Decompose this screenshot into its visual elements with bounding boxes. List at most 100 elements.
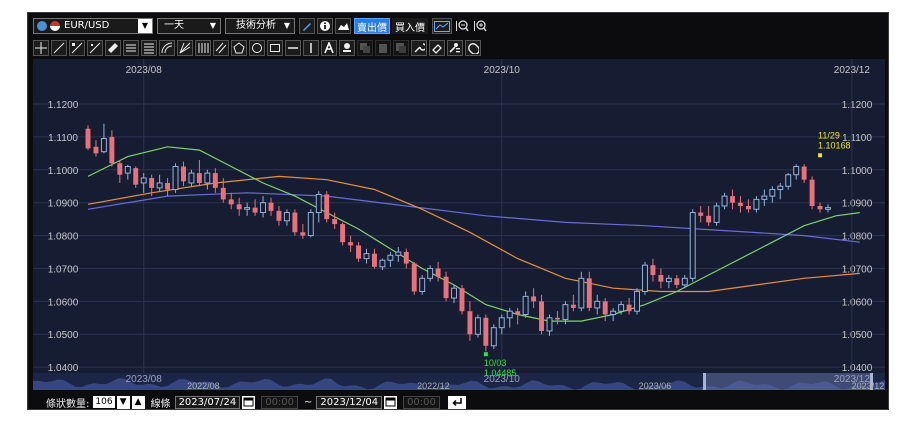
tools-settings-icon[interactable] [447, 40, 463, 56]
range-separator: ~ [304, 396, 313, 408]
candle-body [140, 177, 147, 184]
icon-marker-icon[interactable] [339, 40, 355, 56]
buy-price-button[interactable]: 買入價 [392, 18, 428, 34]
pen-icon[interactable] [299, 18, 315, 34]
wrench-icon[interactable] [411, 40, 427, 56]
chevron-down-icon: ▼ [138, 19, 152, 33]
crosshair-icon[interactable] [33, 40, 49, 56]
copy-icon[interactable] [357, 40, 373, 56]
candle-down [674, 275, 680, 289]
candle-up [689, 209, 696, 282]
vertical-line-icon[interactable] [303, 40, 319, 56]
symbol-select[interactable]: EUR/USD ▼ [33, 18, 153, 34]
vertical-lines-icon[interactable] [195, 40, 211, 56]
candle-up [713, 202, 720, 226]
eraser-icon[interactable] [429, 40, 445, 56]
candle-body [133, 168, 139, 185]
candle-up [387, 252, 394, 267]
channel-icon[interactable] [213, 40, 229, 56]
candle-body [578, 277, 585, 309]
calendar-icon[interactable] [242, 395, 256, 409]
magnet-icon[interactable] [465, 40, 481, 56]
candle-body [348, 242, 354, 246]
candle-down [730, 189, 735, 210]
technical-analysis-menu[interactable]: 技術分析 ▼ [225, 18, 295, 34]
arc-icon[interactable] [159, 40, 175, 56]
trading-chart-window: EUR/USD ▼ 一天 ▼ 技術分析 ▼ 賣出價 買入價 [27, 12, 889, 410]
zoom-in-icon[interactable] [472, 18, 488, 34]
calendar-icon[interactable] [384, 395, 398, 409]
candle-down [658, 268, 664, 289]
ray-line-icon[interactable] [69, 40, 85, 56]
end-date-input[interactable]: 2023/12/04 [316, 395, 383, 409]
candle-down [133, 166, 139, 188]
rectangle-icon[interactable] [267, 40, 283, 56]
y-tick-label-left: 1.0700 [48, 264, 79, 275]
candle-body [634, 290, 640, 312]
extended-line-icon[interactable] [87, 40, 103, 56]
y-tick-label-left: 1.1100 [48, 133, 78, 144]
y-tick-label-left: 1.1200 [48, 100, 79, 111]
candle-down [586, 271, 592, 312]
horizontal-line-icon[interactable] [285, 40, 301, 56]
candle-down [801, 164, 807, 183]
text-icon[interactable] [321, 40, 337, 56]
ruler-icon[interactable] [105, 40, 121, 56]
fan-icon[interactable] [177, 40, 193, 56]
end-time-input[interactable]: 00:00 [403, 395, 440, 409]
y-tick-label-right: 1.0600 [842, 297, 873, 308]
y-tick-label-right: 1.1200 [842, 100, 873, 111]
candle-up [506, 307, 513, 328]
bar-count-value[interactable]: 106 [93, 396, 115, 408]
candlestick-chart[interactable]: 1.0400 1.0400 1.0500 1.0500 1.0600 1.0600 1.07… [33, 59, 885, 390]
price-chart[interactable]: 1.0400 1.0400 1.0500 1.0500 1.0600 1.0600 1.07… [33, 59, 885, 390]
navigator-label: 2023/12 [852, 381, 885, 390]
candle-up [100, 123, 107, 154]
duplicate-icon[interactable] [393, 40, 409, 56]
paste-icon[interactable] [375, 40, 391, 56]
candle-down [85, 125, 91, 151]
candle-body [411, 263, 417, 292]
return-icon [452, 398, 462, 407]
candle-up [753, 196, 760, 213]
increase-icon[interactable]: ▲ [131, 395, 145, 409]
candle-body [307, 212, 314, 237]
candle-up [785, 173, 792, 190]
sell-price-button[interactable]: 賣出價 [354, 18, 390, 34]
candle-down [626, 298, 632, 315]
candle-up [427, 265, 434, 282]
fibonacci-icon[interactable] [141, 40, 157, 56]
info-icon[interactable] [317, 18, 333, 34]
candle-body [522, 295, 529, 316]
candle-body [109, 136, 115, 164]
drawing-toolbar [28, 38, 481, 58]
mountain-chart-icon[interactable] [335, 18, 351, 34]
candle-body [268, 202, 274, 211]
trend-line-icon[interactable] [51, 40, 67, 56]
candle-body [300, 232, 306, 236]
start-time-input[interactable]: 00:00 [261, 395, 299, 409]
circle-icon[interactable] [249, 40, 265, 56]
start-date-input[interactable]: 2023/07/24 [174, 395, 241, 409]
candle-body [435, 268, 441, 277]
range-footer: 條狀數量: 106 ▼ ▲ 線條 2023/07/24 00:00 ~ 2023… [28, 394, 888, 410]
horizontal-lines-icon[interactable] [123, 40, 139, 56]
candle-down [228, 192, 234, 210]
return-button[interactable] [447, 395, 466, 409]
candle-up [634, 288, 640, 315]
candle-body [713, 205, 720, 223]
candle-body [419, 277, 426, 292]
candle-body [260, 202, 267, 214]
candle-body [817, 205, 823, 210]
candle-body [332, 219, 338, 225]
period-select[interactable]: 一天 ▼ [157, 18, 221, 34]
pentagon-icon[interactable] [231, 40, 247, 56]
candle-up [498, 314, 505, 335]
chart-type-icon[interactable] [432, 18, 452, 34]
candle-body [539, 301, 545, 331]
candle-body [689, 212, 696, 279]
candle-body [738, 202, 743, 206]
decrease-icon[interactable]: ▼ [116, 395, 130, 409]
candle-body [490, 327, 497, 347]
zoom-out-icon[interactable] [454, 18, 470, 34]
